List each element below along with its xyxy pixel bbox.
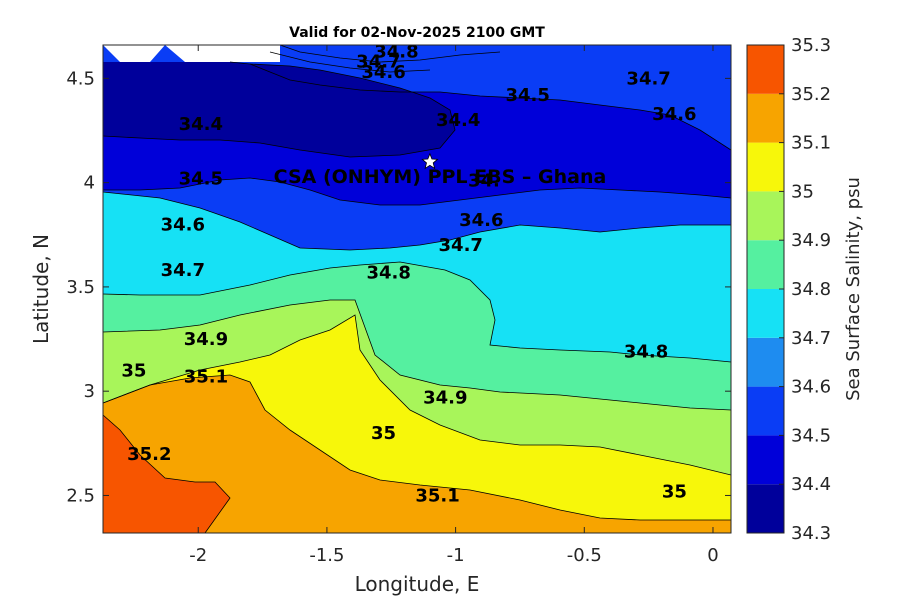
colorbar-tick-label: 34.9 [791, 230, 831, 251]
contour-lines [103, 45, 731, 533]
contour-label: 34.6 [161, 214, 205, 235]
y-axis-ticks: 2.5 3 3.5 4 4.5 [66, 68, 731, 506]
site-annotation: CSA (ONHYM) PPL EBS – Ghana [274, 152, 607, 188]
contour-label: 35.1 [184, 367, 228, 388]
contour-label: 34.9 [423, 387, 467, 408]
colorbar-swatch [747, 484, 784, 533]
contour-label: 35.2 [127, 444, 171, 465]
colorbar-swatch [747, 142, 784, 192]
colorbar-tick-label: 34.8 [791, 279, 831, 300]
contour-label: 34.7 [439, 235, 483, 256]
contour-label: 34.6 [652, 104, 696, 125]
contour-label: 34.8 [366, 262, 410, 283]
colorbar-swatch [747, 289, 784, 338]
band-34-5-34-6 [103, 45, 731, 250]
contour-label: 34.9 [184, 329, 228, 350]
no-data-area [103, 45, 280, 62]
y-tick-label: 4.5 [66, 68, 95, 89]
colorbar-swatch [747, 386, 784, 436]
colorbar-swatch [747, 191, 784, 241]
contour-labels: 34.834.734.6 34.734.534.634.434.434.5 34.3… [121, 41, 696, 506]
figure-title: Valid for 02-Nov-2025 2100 GMT [289, 25, 545, 41]
colorbar-tick-label: 34.5 [791, 425, 831, 446]
colorbar-tick-label: 35.1 [791, 133, 831, 154]
colorbar-tick-label: 34.4 [791, 474, 831, 495]
x-axis-label: Longitude, E [355, 572, 480, 596]
colorbar-swatch [747, 240, 784, 289]
contour-label: 35 [662, 481, 687, 502]
contour-label: 34.7 [356, 52, 400, 73]
x-tick-label: -0.5 [567, 545, 602, 566]
contour-label: 34.6 [361, 62, 405, 83]
contour-label: 34.7 [626, 68, 670, 89]
contour-fill-bands [103, 45, 731, 533]
contour-label: 34. [468, 171, 500, 192]
contour-label: 35.1 [415, 485, 459, 506]
contour-label: 34.4 [436, 110, 480, 131]
contour-label: 34.6 [459, 210, 503, 231]
contour-label: 34.8 [374, 41, 418, 62]
colorbar-tick-label: 34.6 [791, 377, 831, 398]
y-tick-label: 2.5 [66, 485, 95, 506]
site-star-icon [421, 152, 439, 170]
x-tick-label: -1 [447, 545, 465, 566]
colorbar-swatch [747, 435, 784, 485]
colorbar-tick-label: 34.3 [791, 523, 831, 544]
x-axis-ticks: -2 -1.5 -1 -0.5 0 [189, 45, 719, 566]
y-tick-label: 4 [84, 173, 95, 194]
contour-label: 34.5 [179, 168, 223, 189]
contour-label: 34.5 [505, 85, 549, 106]
colorbar-tick-label: 35.3 [791, 35, 831, 56]
contour-label: 34.8 [624, 342, 668, 363]
band-35-1-35-2 [103, 375, 731, 533]
y-axis-label: Latitude, N [29, 234, 53, 344]
band-34-3-34-4 [103, 62, 455, 157]
x-tick-label: -1.5 [309, 545, 344, 566]
contour-label: 35 [371, 423, 396, 444]
site-label: CSA (ONHYM) PPL EBS – Ghana [274, 166, 607, 188]
colorbar: 34.3 34.4 34.5 34.6 34.7 34.8 34.9 35 35.1 35.2 35… [746, 35, 831, 544]
y-tick-label: 3.5 [66, 277, 95, 298]
contour-label: 34.7 [161, 260, 205, 281]
plot-frame [102, 44, 732, 534]
colorbar-label: Sea Surface Salinity, psu [843, 177, 864, 401]
colorbar-tick-label: 35 [791, 181, 814, 202]
band-35-2-35-3 [103, 415, 230, 533]
x-tick-label: -2 [189, 545, 207, 566]
x-tick-label: 0 [707, 545, 718, 566]
colorbar-tick-label: 34.7 [791, 328, 831, 349]
colorbar-swatch [747, 45, 784, 94]
colorbar-swatch [747, 93, 784, 143]
colorbar-tick-label: 35.2 [791, 84, 831, 105]
y-tick-label: 3 [84, 381, 95, 402]
colorbar-swatch [747, 337, 784, 387]
contour-label: 34.4 [179, 114, 223, 135]
contour-label: 35 [121, 360, 146, 381]
